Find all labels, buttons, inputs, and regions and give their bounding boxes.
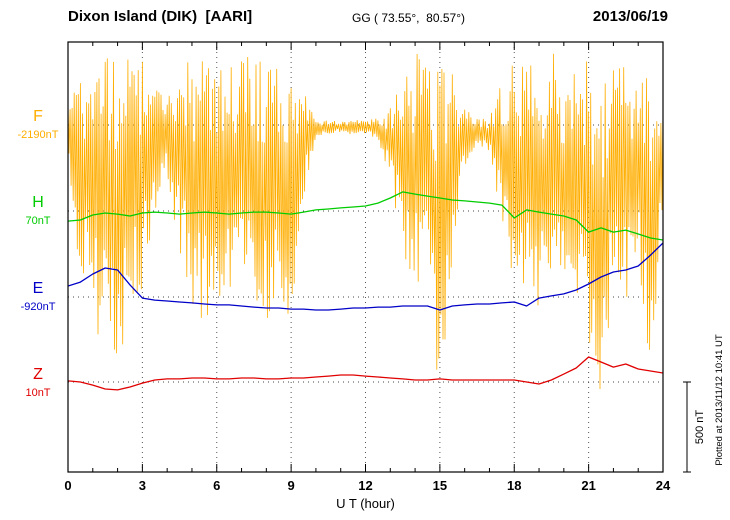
plot-border bbox=[67, 41, 664, 473]
channel-baseline-z: 10nT bbox=[25, 387, 51, 399]
channel-label-z: Z bbox=[33, 366, 43, 383]
plot-date: 2013/06/19 bbox=[592, 8, 668, 25]
geographic-coordinates: GG ( 73.55°, 80.57°) bbox=[352, 11, 465, 25]
x-tick-label: 12 bbox=[358, 478, 372, 493]
trace-H bbox=[68, 191, 663, 241]
x-axis-label: U T (hour) bbox=[336, 496, 395, 511]
station-title: Dixon Island (DIK) [AARI] bbox=[68, 8, 253, 25]
channel-label-f: F bbox=[33, 108, 43, 125]
channel-baseline-e: -920nT bbox=[20, 301, 56, 313]
trace-F bbox=[68, 53, 663, 390]
channel-label-e: E bbox=[32, 280, 44, 297]
channel-label-h: H bbox=[32, 194, 44, 211]
x-tick-label: 15 bbox=[433, 478, 447, 493]
trace-E bbox=[68, 242, 663, 311]
x-tick-label: 21 bbox=[581, 478, 595, 493]
x-tick-label: 3 bbox=[139, 478, 146, 493]
x-tick-label: 24 bbox=[656, 478, 671, 493]
x-tick-label: 18 bbox=[507, 478, 521, 493]
channel-baseline-f: -2190nT bbox=[17, 129, 59, 141]
channel-baseline-h: 70nT bbox=[25, 215, 51, 227]
x-tick-label: 0 bbox=[64, 478, 71, 493]
scale-bar-label: 500 nT bbox=[694, 410, 706, 445]
x-tick-label: 6 bbox=[213, 478, 220, 493]
trace-Z bbox=[68, 356, 663, 391]
plotted-at-note: Plotted at 2013/11/12 10:41 UT bbox=[714, 334, 725, 466]
x-tick-label: 9 bbox=[288, 478, 295, 493]
